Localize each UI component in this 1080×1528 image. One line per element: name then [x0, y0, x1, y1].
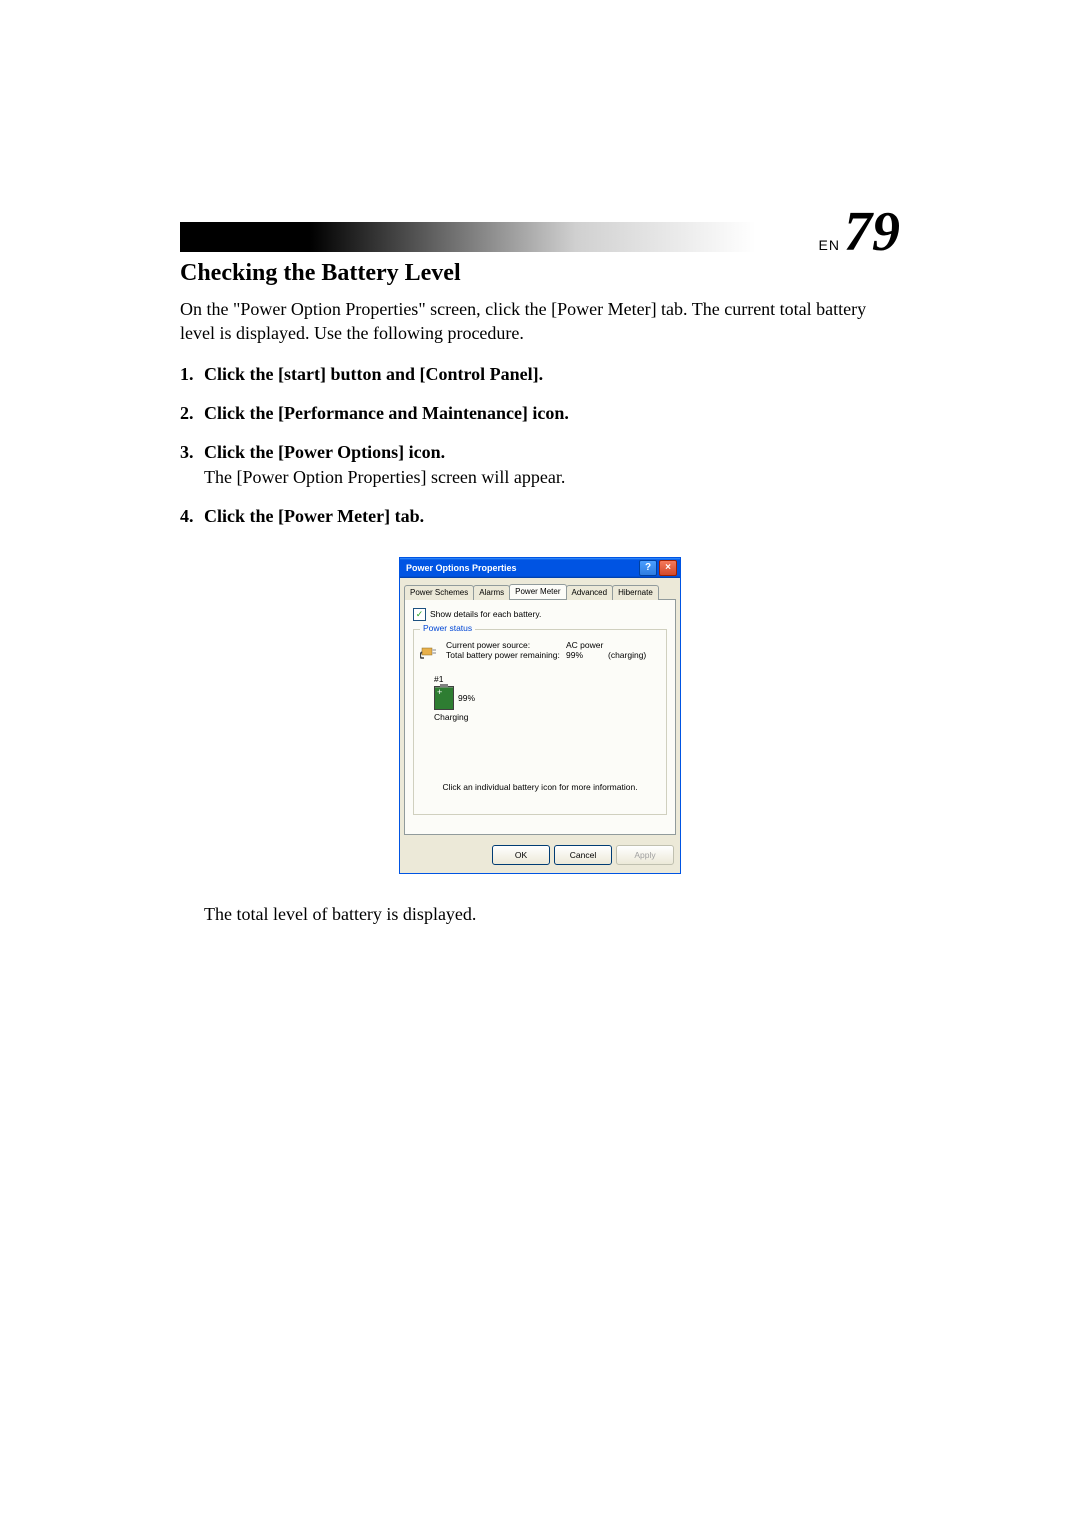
step-4: 4. Click the [Power Meter] tab.: [180, 506, 900, 527]
battery-item[interactable]: 99%: [434, 686, 660, 710]
step-text: Click the [Power Options] icon.: [204, 442, 445, 463]
step-text: Click the [start] button and [Control Pa…: [204, 364, 543, 385]
tab-strip: Power Schemes Alarms Power Meter Advance…: [400, 578, 680, 599]
battery-number: #1: [434, 674, 660, 684]
step-number: 1.: [180, 364, 204, 385]
page-number: EN 79: [819, 204, 900, 260]
close-icon[interactable]: ×: [659, 560, 677, 576]
power-info-row: Current power source: AC power Total bat…: [420, 640, 660, 660]
remaining-extra: (charging): [608, 650, 646, 660]
battery-hint: Click an individual battery icon for mor…: [420, 782, 660, 792]
tab-advanced[interactable]: Advanced: [566, 585, 614, 600]
battery-block: #1 99% Charging: [434, 674, 660, 722]
tab-panel: ✓ Show details for each battery. Power s…: [404, 599, 676, 835]
intro-paragraph: On the "Power Option Properties" screen,…: [180, 297, 900, 346]
dialog-button-row: OK Cancel Apply: [400, 839, 680, 873]
tab-alarms[interactable]: Alarms: [473, 585, 510, 600]
titlebar-buttons: ? ×: [639, 560, 677, 576]
step-1: 1. Click the [start] button and [Control…: [180, 364, 900, 385]
power-status-groupbox: Power status Current: [413, 629, 667, 815]
footer-text: The total level of battery is displayed.: [204, 904, 900, 925]
dialog-titlebar: Power Options Properties ? ×: [400, 558, 680, 578]
remaining-label: Total battery power remaining:: [446, 650, 566, 660]
show-details-checkbox-row: ✓ Show details for each battery.: [413, 608, 667, 621]
battery-status: Charging: [434, 712, 660, 722]
source-value: AC power: [566, 640, 608, 650]
step-number: 4.: [180, 506, 204, 527]
lang-code: EN: [819, 237, 840, 253]
plug-icon: [420, 640, 440, 660]
ok-button[interactable]: OK: [492, 845, 550, 865]
step-text: Click the [Performance and Maintenance] …: [204, 403, 569, 424]
help-icon[interactable]: ?: [639, 560, 657, 576]
battery-icon: [434, 686, 454, 710]
step-subtext: The [Power Option Properties] screen wil…: [204, 467, 900, 488]
tab-power-schemes[interactable]: Power Schemes: [404, 585, 474, 600]
checkbox-label: Show details for each battery.: [430, 609, 541, 619]
power-options-dialog: Power Options Properties ? × Power Schem…: [399, 557, 681, 874]
steps-list: 1. Click the [start] button and [Control…: [180, 364, 900, 527]
power-info-table: Current power source: AC power Total bat…: [446, 640, 646, 660]
step-3: 3. Click the [Power Options] icon. The […: [180, 442, 900, 488]
remaining-value: 99%: [566, 650, 608, 660]
step-text: Click the [Power Meter] tab.: [204, 506, 424, 527]
page-number-value: 79: [844, 204, 900, 260]
step-number: 3.: [180, 442, 204, 463]
battery-percent: 99%: [458, 693, 475, 703]
dialog-title: Power Options Properties: [406, 563, 517, 573]
header-bar: EN 79: [180, 222, 900, 252]
cancel-button[interactable]: Cancel: [554, 845, 612, 865]
show-details-checkbox[interactable]: ✓: [413, 608, 426, 621]
tab-hibernate[interactable]: Hibernate: [612, 585, 659, 600]
dialog-screenshot: Power Options Properties ? × Power Schem…: [180, 557, 900, 874]
groupbox-label: Power status: [420, 623, 475, 633]
apply-button[interactable]: Apply: [616, 845, 674, 865]
source-label: Current power source:: [446, 640, 566, 650]
page-content: EN 79 Checking the Battery Level On the …: [0, 0, 1080, 925]
step-2: 2. Click the [Performance and Maintenanc…: [180, 403, 900, 424]
section-title: Checking the Battery Level: [180, 260, 900, 287]
step-number: 2.: [180, 403, 204, 424]
tab-power-meter[interactable]: Power Meter: [509, 584, 566, 599]
